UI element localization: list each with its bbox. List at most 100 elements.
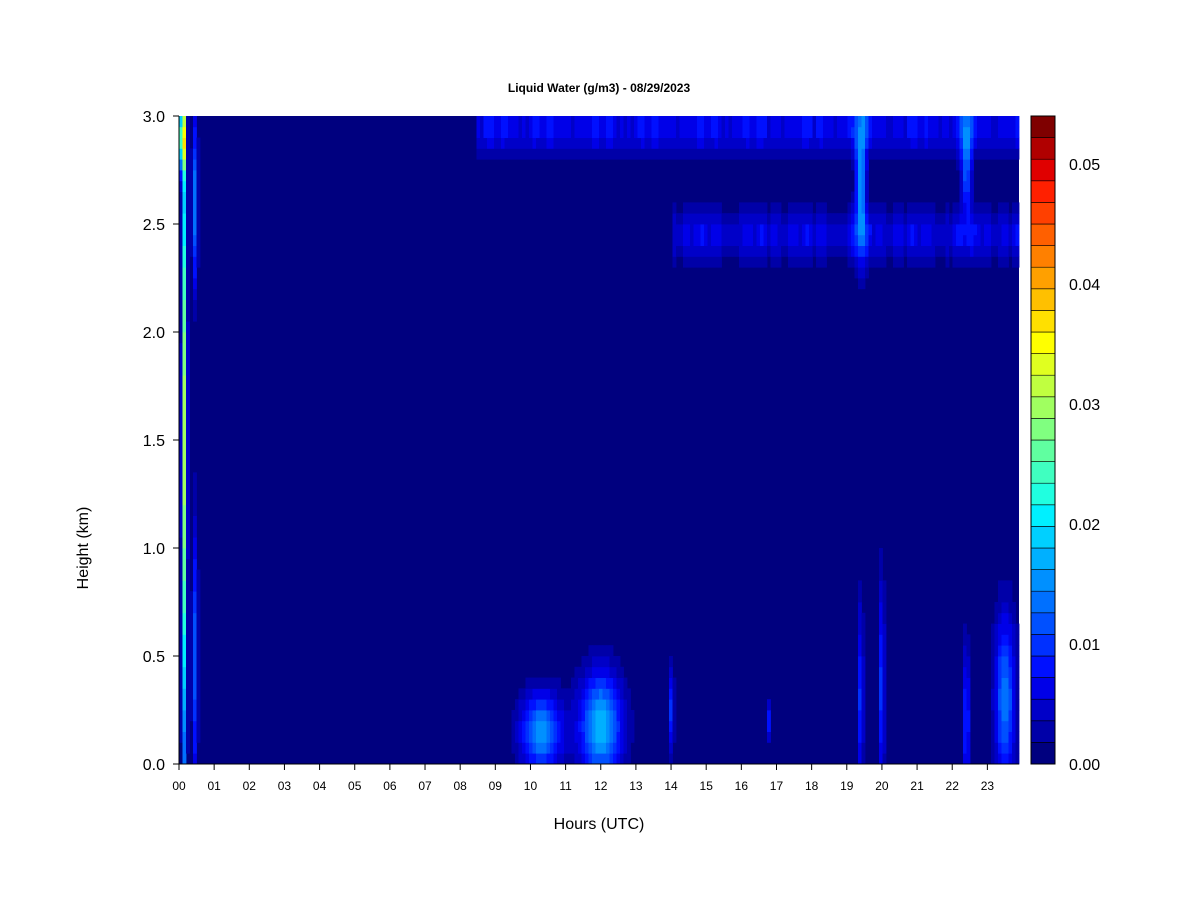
heatmap-cell	[686, 213, 691, 225]
heatmap-cell	[977, 137, 981, 149]
heatmap-cell	[938, 234, 943, 246]
x-tick-label: 17	[770, 779, 784, 793]
heatmap-cell	[1001, 710, 1006, 722]
heatmap-cell	[182, 645, 187, 657]
heatmap-cell	[998, 720, 1002, 732]
heatmap-cell	[480, 137, 484, 149]
heatmap-cell	[735, 224, 740, 236]
heatmap-cell	[788, 116, 792, 128]
heatmap-cell	[714, 116, 719, 128]
heatmap-cell	[557, 753, 561, 765]
heatmap-cell	[959, 126, 964, 138]
heatmap-cell	[928, 224, 932, 236]
heatmap-cell	[620, 666, 624, 678]
heatmap-cell	[861, 159, 866, 171]
heatmap-cell	[511, 720, 516, 732]
heatmap-cell	[1015, 116, 1020, 128]
heatmap-cell	[805, 213, 810, 225]
heatmap-cell	[865, 137, 869, 149]
y-tick-label: 1.0	[143, 541, 165, 558]
heatmap-cell	[179, 321, 183, 333]
heatmap-cell	[574, 688, 579, 700]
heatmap-cell	[697, 245, 701, 257]
colorbar-swatch	[1030, 310, 1056, 333]
heatmap-cell	[851, 245, 855, 257]
heatmap-cell	[697, 148, 701, 160]
heatmap-cell	[186, 386, 190, 398]
heatmap-cell	[879, 634, 883, 646]
heatmap-cell	[186, 159, 190, 171]
heatmap-cell	[1008, 224, 1013, 236]
heatmap-cell	[935, 116, 939, 128]
colorbar-swatch	[1030, 245, 1056, 268]
heatmap-cell	[732, 137, 736, 149]
heatmap-cell	[875, 116, 880, 128]
heatmap-cell	[882, 116, 887, 128]
colorbar-swatch	[1030, 288, 1056, 311]
heatmap-cell	[774, 234, 778, 246]
heatmap-cell	[879, 213, 883, 225]
heatmap-cell	[959, 170, 964, 182]
heatmap-cell	[522, 753, 526, 765]
heatmap-cell	[966, 180, 971, 192]
heatmap-cell	[739, 148, 743, 160]
heatmap-cell	[994, 148, 999, 160]
heatmap-cell	[179, 342, 183, 354]
heatmap-cell	[1015, 688, 1020, 700]
heatmap-cell	[879, 548, 883, 560]
heatmap-cell	[847, 256, 852, 268]
heatmap-cell	[532, 126, 537, 138]
heatmap-cell	[186, 591, 190, 603]
heatmap-cell	[602, 137, 607, 149]
heatmap-cell	[851, 148, 855, 160]
heatmap-cell	[854, 137, 859, 149]
heatmap-cell	[753, 256, 757, 268]
heatmap-cell	[749, 126, 754, 138]
heatmap-cell	[504, 148, 509, 160]
heatmap-cell	[896, 202, 901, 214]
heatmap-cell	[536, 710, 540, 722]
colorbar-tick-label: 0.04	[1069, 277, 1100, 294]
heatmap-cell	[585, 666, 589, 678]
heatmap-cell	[186, 202, 190, 214]
heatmap-cell	[1008, 591, 1013, 603]
heatmap-cell	[966, 213, 971, 225]
colorbar: 0.000.010.020.030.040.05	[1030, 115, 1100, 774]
heatmap-cell	[686, 224, 691, 236]
heatmap-cell	[879, 148, 883, 160]
heatmap-cell	[578, 720, 582, 732]
heatmap-cell	[809, 137, 813, 149]
heatmap-cell	[518, 753, 523, 765]
heatmap-cell	[718, 116, 722, 128]
heatmap-cell	[847, 137, 852, 149]
heatmap-cell	[634, 148, 638, 160]
heatmap-cell	[196, 677, 201, 689]
heatmap-cell	[196, 699, 201, 711]
heatmap-cell	[889, 148, 894, 160]
heatmap-cell	[1008, 116, 1013, 128]
heatmap-cell	[921, 148, 925, 160]
heatmap-cell	[823, 202, 827, 214]
heatmap-cell	[949, 137, 953, 149]
heatmap-cell	[179, 602, 183, 614]
heatmap-cell	[980, 126, 985, 138]
heatmap-cell	[952, 213, 957, 225]
heatmap-cell	[795, 256, 799, 268]
heatmap-cell	[718, 245, 722, 257]
x-tick-label: 05	[348, 779, 362, 793]
heatmap-cell	[763, 245, 768, 257]
heatmap-cell	[746, 234, 750, 246]
heatmap-cell	[193, 731, 197, 743]
heatmap-cell	[595, 666, 600, 678]
heatmap-cell	[889, 245, 894, 257]
heatmap-cell	[872, 126, 876, 138]
heatmap-cell	[1008, 731, 1013, 743]
heatmap-cell	[522, 710, 526, 722]
heatmap-cell	[1005, 126, 1009, 138]
heatmap-cell	[991, 731, 995, 743]
heatmap-cell	[763, 256, 768, 268]
heatmap-cell	[879, 731, 883, 743]
heatmap-cell	[490, 126, 495, 138]
heatmap-cell	[791, 256, 796, 268]
heatmap-cell	[861, 180, 866, 192]
